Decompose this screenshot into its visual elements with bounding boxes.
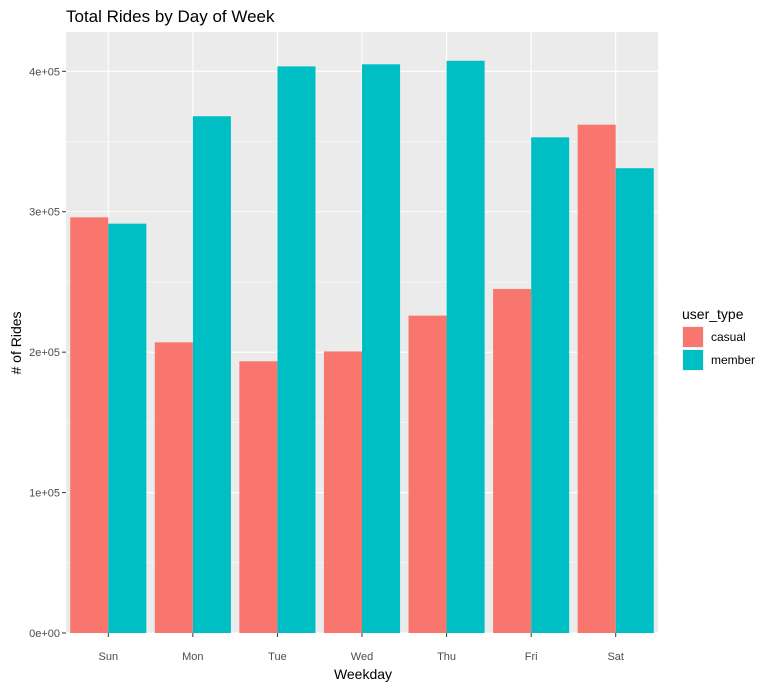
legend-label-casual: casual [711, 330, 746, 344]
bar-member-sun [108, 223, 147, 633]
bar-member-wed [362, 64, 401, 633]
legend-key-member [683, 350, 703, 370]
bar-casual-sat [577, 124, 616, 634]
x-tick-label-tue: Tue [268, 651, 287, 663]
bar-member-thu [446, 60, 485, 634]
bar-casual-fri [493, 288, 532, 633]
x-axis: Sun Mon Tue Wed Thu Fri Sat [98, 633, 624, 663]
x-tick-label-sat: Sat [607, 651, 624, 663]
chart-title: Total Rides by Day of Week [66, 7, 275, 26]
x-tick-label-mon: Mon [182, 651, 203, 663]
bar-casual-wed [323, 351, 362, 633]
y-axis: 0e+00 1e+05 2e+05 3e+05 4e+05 [29, 66, 66, 640]
bar-casual-mon [154, 342, 193, 633]
legend-title: user_type [682, 306, 744, 322]
x-axis-title: Weekday [334, 666, 392, 682]
bar-member-tue [277, 66, 316, 634]
x-tick-label-fri: Fri [525, 651, 538, 663]
legend-key-casual [683, 327, 703, 347]
bar-casual-tue [239, 361, 278, 633]
legend-label-member: member [711, 353, 755, 367]
plot-panel [66, 32, 658, 634]
bar-casual-thu [408, 315, 447, 633]
x-tick-label-sun: Sun [98, 651, 118, 663]
y-tick-label: 3e+05 [29, 207, 60, 219]
y-tick-label: 0e+00 [29, 628, 60, 640]
legend: user_type casual member [682, 306, 755, 371]
bar-member-fri [531, 137, 570, 633]
y-tick-label: 4e+05 [29, 66, 60, 78]
bar-member-mon [192, 116, 231, 634]
x-tick-label-thu: Thu [437, 651, 456, 663]
y-tick-label: 1e+05 [29, 488, 60, 500]
y-axis-title: # of Rides [8, 311, 24, 374]
bar-casual-sun [70, 217, 109, 633]
bar-member-sat [615, 168, 654, 633]
y-tick-label: 2e+05 [29, 347, 60, 359]
x-tick-label-wed: Wed [351, 651, 373, 663]
